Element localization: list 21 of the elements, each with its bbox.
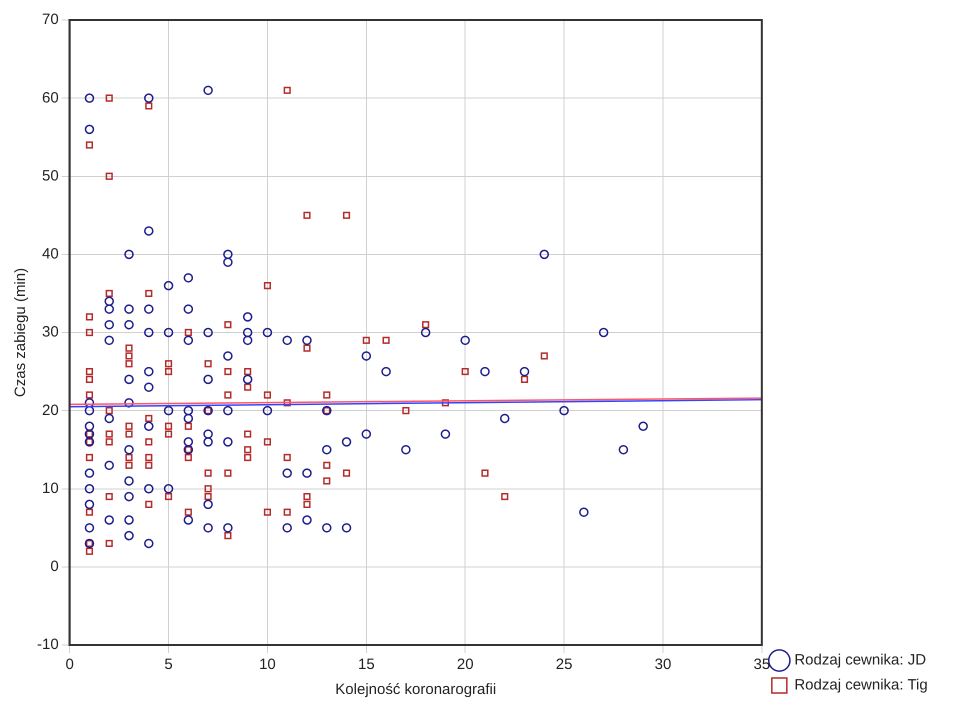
x-tick-label: 30 [654,656,672,674]
y-tick-label: 20 [42,402,59,419]
y-tick-label: 50 [42,167,59,184]
x-tick-label: 5 [164,656,173,674]
legend-label: Rodzaj cewnika: Tig [794,676,928,694]
x-tick-label: 0 [66,656,74,674]
y-tick-label: -10 [36,636,59,654]
y-tick-label: 60 [42,89,59,106]
y-tick-label: 40 [42,246,59,263]
y-tick-label: 0 [50,558,59,576]
x-tick-label: 15 [358,656,375,674]
x-tick-label: 35 [753,656,770,674]
x-tick-label: 20 [456,656,474,674]
x-axis-title: Kolejność koronarografii [335,681,496,698]
y-tick-label: 30 [42,324,59,341]
y-axis-title: Czas zabiegu (min) [12,268,30,398]
x-tick-label: 25 [556,656,572,674]
legend-label: Rodzaj cewnika: JD [794,652,926,669]
y-tick-label: 10 [42,480,59,497]
y-tick-label: 70 [42,11,59,28]
x-tick-label: 10 [259,656,276,674]
